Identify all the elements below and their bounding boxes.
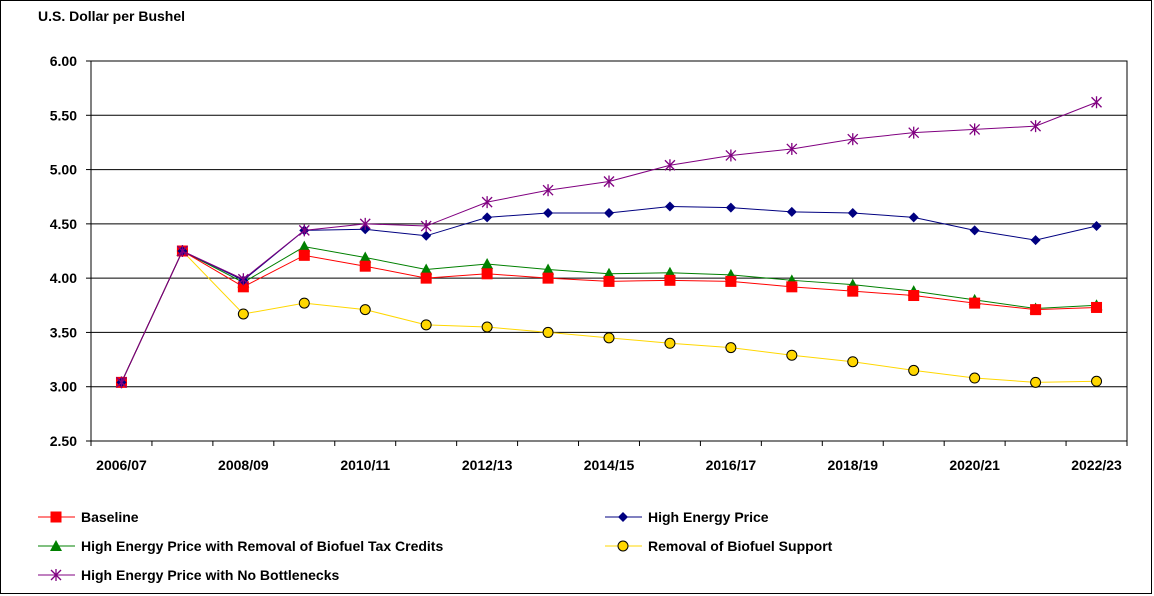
data-point: [1030, 235, 1041, 246]
plot-area: [90, 60, 1128, 442]
y-tick-label: 5.00: [50, 162, 77, 178]
data-point: [421, 230, 432, 241]
x-tick-label: 2016/17: [706, 457, 757, 473]
y-tick-label: 6.00: [50, 53, 77, 69]
data-point: [908, 290, 920, 302]
x-tick-label: 2020/21: [949, 457, 1000, 473]
legend-marker: [618, 512, 628, 522]
data-point: [298, 240, 311, 252]
data-point: [420, 272, 432, 284]
data-point: [1091, 221, 1102, 232]
data-point: [786, 281, 798, 293]
x-tick-label: 2012/13: [462, 457, 513, 473]
legend-marker: [50, 540, 62, 551]
data-point: [725, 275, 737, 287]
y-tick-label: 2.50: [50, 433, 77, 449]
y-tick-label: 3.50: [50, 324, 77, 340]
data-point: [542, 272, 554, 284]
series-line: [121, 205, 1097, 383]
data-point: [542, 263, 555, 275]
x-tick-label: 2022/23: [1071, 457, 1122, 473]
x-tick-label: 2014/15: [584, 457, 635, 473]
data-point: [543, 208, 554, 218]
y-tick-label: 4.00: [50, 270, 77, 286]
series-line: [121, 246, 1097, 383]
data-point: [359, 251, 372, 263]
x-tick-label: 2006/07: [96, 457, 147, 473]
legend-label: High Energy Price with No Bottlenecks: [81, 567, 339, 583]
data-point: [542, 326, 554, 338]
x-tick-label: 2018/19: [827, 457, 878, 473]
data-point: [481, 321, 493, 333]
data-point: [481, 258, 494, 270]
data-point: [481, 268, 493, 280]
x-tick-label: 2010/11: [340, 457, 390, 473]
data-point: [725, 202, 736, 213]
legend-label: Removal of Biofuel Support: [648, 538, 833, 554]
data-point: [1030, 304, 1042, 316]
data-point: [908, 212, 919, 223]
data-point: [847, 356, 859, 368]
data-point: [420, 319, 432, 331]
legend-marker: [617, 540, 629, 552]
data-point: [969, 297, 981, 309]
data-point: [969, 225, 980, 236]
data-point: [359, 304, 371, 316]
data-point: [847, 285, 859, 297]
data-point: [298, 249, 310, 261]
data-point: [482, 212, 493, 223]
y-axis-title: U.S. Dollar per Bushel: [38, 8, 186, 24]
data-point: [908, 364, 920, 376]
y-tick-label: 3.00: [50, 379, 77, 395]
data-point: [298, 297, 310, 309]
data-point: [664, 337, 676, 349]
legend-marker: [50, 511, 62, 523]
legend-label: Baseline: [81, 509, 139, 525]
data-point: [1091, 375, 1103, 387]
data-point: [604, 208, 614, 218]
data-point: [1091, 301, 1103, 313]
y-tick-label: 4.50: [50, 216, 77, 232]
data-point: [1030, 376, 1042, 388]
y-tick-label: 5.50: [50, 107, 77, 123]
data-point: [359, 260, 371, 272]
data-point: [603, 275, 615, 287]
data-point: [786, 206, 797, 217]
data-point: [664, 274, 676, 286]
data-point: [847, 208, 858, 218]
data-point: [969, 372, 981, 384]
data-point: [725, 342, 737, 354]
data-point: [237, 308, 249, 320]
legend-label: High Energy Price with Removal of Biofue…: [81, 538, 443, 554]
x-tick-label: 2008/09: [218, 457, 269, 473]
data-point: [664, 201, 675, 212]
data-point: [420, 263, 433, 275]
data-point: [603, 332, 615, 344]
legend-label: High Energy Price: [648, 509, 769, 525]
data-point: [786, 349, 798, 361]
